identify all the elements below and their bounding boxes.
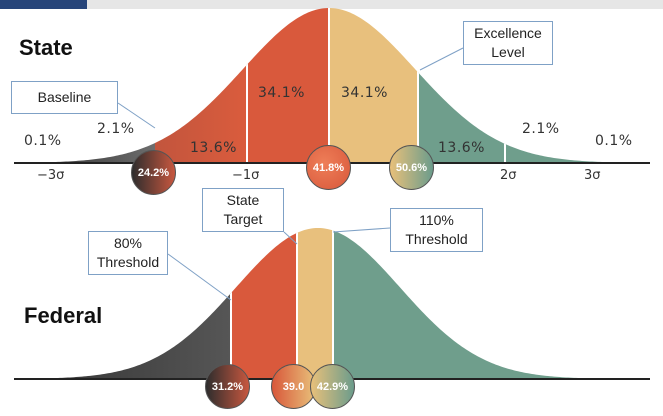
state-title: State [19, 35, 73, 60]
callout-leader-lines [117, 47, 464, 301]
state-sigma-minus3: −3σ [37, 168, 65, 183]
brand-accent-bar [0, 0, 87, 9]
state-target-callout-line1: State [226, 192, 260, 208]
state-pct-center-left: 34.1% [258, 85, 305, 101]
threshold-80-callout-line2: Threshold [96, 254, 160, 270]
state-pct-right-mid: 13.6% [438, 140, 485, 156]
top-bar [0, 0, 663, 9]
state-pct-center-right: 34.1% [341, 85, 388, 101]
federal-marker-state-target: 39.0 [271, 364, 316, 409]
threshold-80-callout: 80% Threshold [88, 231, 168, 275]
federal-region-green [333, 228, 650, 379]
threshold-110-callout-line1: 110% [419, 212, 454, 228]
excellence-callout-line1: Excellence [474, 25, 542, 41]
state-sigma-plus3: 3σ [584, 168, 601, 183]
baseline-callout: Baseline [11, 81, 118, 114]
state-pct-far-left: 0.1% [24, 133, 62, 149]
state-pct-left-tail: 2.1% [97, 121, 135, 137]
state-marker-baseline-label: 24.2% [137, 166, 170, 179]
state-marker-excellence: 50.6% [389, 145, 434, 190]
state-sigma-plus2: 2σ [500, 168, 517, 183]
state-pct-far-right: 0.1% [595, 133, 633, 149]
threshold-110-callout-line2: Threshold [405, 231, 468, 247]
state-marker-current: 41.8% [306, 145, 351, 190]
state-pct-left-mid: 13.6% [190, 140, 237, 156]
threshold-110-callout: 110% Threshold [390, 208, 483, 252]
state-marker-excellence-label: 50.6% [395, 161, 428, 174]
state-target-callout: State Target [202, 188, 284, 232]
state-pct-right-tail: 2.1% [522, 121, 560, 137]
state-marker-baseline: 24.2% [131, 150, 176, 195]
federal-marker-state-target-label: 39.0 [282, 380, 305, 393]
federal-marker-110-threshold: 42.9% [310, 364, 355, 409]
federal-title: Federal [24, 303, 103, 328]
federal-region-tan [297, 228, 333, 379]
excellence-level-callout: Excellence Level [463, 21, 553, 65]
threshold-80-callout-line1: 80% [113, 235, 143, 251]
federal-marker-80-threshold-label: 31.2% [211, 380, 244, 393]
excellence-callout-line2: Level [491, 44, 525, 60]
state-marker-current-label: 41.8% [312, 161, 345, 174]
federal-region-red [231, 228, 297, 379]
federal-marker-80-threshold: 31.2% [205, 364, 250, 409]
state-target-callout-line2: Target [223, 211, 263, 227]
federal-marker-110-threshold-label: 42.9% [316, 380, 349, 393]
state-sigma-minus1: −1σ [232, 168, 260, 183]
baseline-callout-text: Baseline [37, 89, 92, 105]
